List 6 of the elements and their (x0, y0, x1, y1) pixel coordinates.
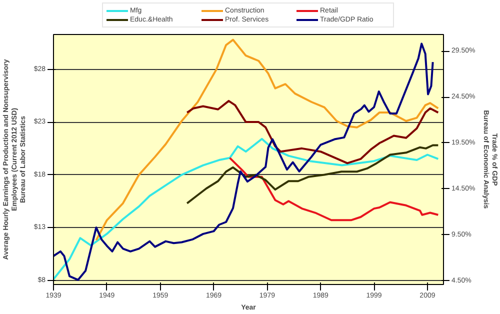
line-series (54, 42, 434, 281)
line-series (95, 38, 440, 242)
line-series (186, 100, 440, 164)
line-series (186, 144, 440, 204)
line-series (54, 138, 440, 280)
line-series (228, 156, 440, 222)
